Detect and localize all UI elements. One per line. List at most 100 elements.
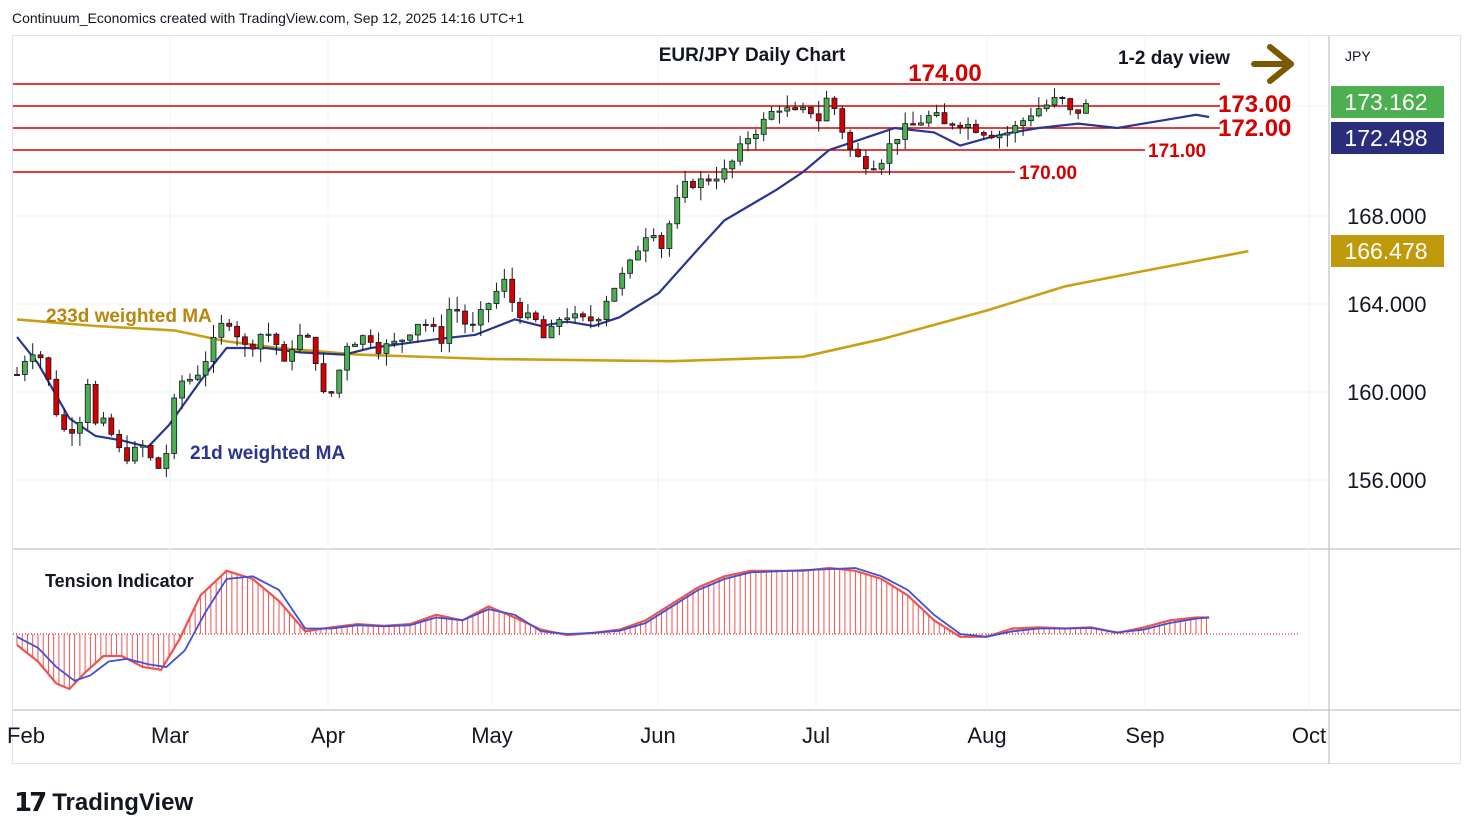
candle-up	[886, 143, 893, 164]
time-axis[interactable]: Feb Mar Apr May Jun Jul Aug Sep Oct	[7, 723, 1326, 748]
candle-down	[304, 334, 311, 338]
candle-up	[194, 374, 201, 380]
candle-down	[532, 312, 539, 321]
candle-down	[462, 310, 468, 325]
candle-down	[14, 373, 20, 376]
candle-down	[705, 178, 712, 182]
candle-up	[501, 278, 508, 292]
grid-lines	[13, 36, 1329, 710]
candle-up	[760, 118, 767, 135]
candle-up	[257, 333, 264, 350]
x-month-label-feb: Feb	[7, 723, 45, 748]
candle-up	[878, 162, 885, 170]
candle-down	[941, 112, 948, 125]
candle-up	[21, 360, 28, 375]
tension-indicator-panel	[13, 566, 1300, 691]
y-tick-label: 164.000	[1347, 292, 1427, 317]
tradingview-logo[interactable]: 17 TradingView	[14, 786, 193, 820]
y-tick-label: 160.000	[1347, 380, 1427, 405]
candle-up	[729, 160, 736, 170]
candle-down	[870, 168, 877, 171]
candle-up	[918, 122, 924, 126]
candle-up	[1035, 108, 1042, 117]
candle-down	[367, 335, 374, 343]
candle-down	[69, 429, 75, 434]
candle-down	[422, 323, 429, 326]
x-month-label-mar: Mar	[151, 723, 189, 748]
candle-up	[752, 133, 759, 140]
candle-up	[383, 343, 390, 354]
ma21-label: 21d weighted MA	[190, 443, 345, 464]
price-tag-box	[1331, 86, 1444, 118]
candle-down	[469, 323, 476, 326]
candle-up	[1020, 120, 1026, 126]
candle-down	[155, 457, 162, 469]
x-month-label-may: May	[471, 723, 513, 748]
candle-up	[564, 317, 571, 320]
x-month-label-apr: Apr	[311, 723, 345, 748]
candle-down	[839, 108, 846, 133]
candle-down	[1059, 97, 1066, 100]
candle-up	[933, 112, 940, 116]
candle-down	[234, 325, 240, 338]
ma233-line	[16, 249, 1249, 363]
right-arrow-icon	[1251, 44, 1294, 84]
candle-up	[737, 143, 744, 162]
candle-up	[84, 384, 91, 423]
candle-up	[265, 333, 272, 336]
candle-up	[902, 123, 909, 140]
candle-up	[100, 417, 107, 424]
y-tick-label: 168.000	[1347, 204, 1427, 229]
candle-up	[776, 110, 783, 113]
candle-down	[949, 123, 956, 126]
level-label-174.00: 174.00	[908, 60, 981, 87]
level-label-173.00: 173.00	[1218, 91, 1291, 118]
candle-down	[37, 354, 44, 359]
candle-up	[768, 110, 775, 120]
candle-down	[580, 313, 586, 318]
candle-up	[446, 309, 453, 344]
candle-up	[359, 335, 366, 345]
candle-up	[163, 453, 170, 469]
candle-up	[721, 168, 728, 180]
candle-up	[352, 343, 358, 347]
tension-indicator-label: Tension Indicator	[45, 571, 194, 591]
view-label: 1-2 day view	[1118, 48, 1230, 69]
candle-down	[855, 148, 861, 157]
candle-up	[171, 397, 178, 454]
candle-up	[485, 303, 492, 311]
x-month-label-oct: Oct	[1292, 723, 1326, 748]
candle-down	[988, 134, 995, 139]
candle-down	[375, 342, 382, 354]
candle-down	[1075, 109, 1081, 114]
candle-down	[92, 384, 99, 424]
candle-up	[965, 123, 971, 128]
candle-up	[674, 197, 681, 225]
candle-up	[179, 380, 185, 399]
candle-up	[603, 300, 610, 320]
candle-down	[957, 124, 964, 128]
candle-down	[831, 97, 838, 110]
candle-up	[894, 138, 901, 145]
y-tick-label: 156.000	[1347, 468, 1427, 493]
ma233-layer	[16, 249, 1249, 363]
candle-up	[627, 259, 633, 274]
level-label-172.00: 172.00	[1218, 115, 1291, 142]
candle-down	[980, 132, 987, 136]
price-axis[interactable]: 156.000 160.000 164.000 168.000	[1347, 204, 1427, 493]
candle-up	[1028, 115, 1034, 122]
candle-up	[218, 322, 225, 338]
candle-up	[1051, 97, 1058, 106]
candle-up	[666, 223, 673, 249]
candle-down	[454, 309, 461, 312]
level-lines	[13, 83, 1220, 173]
x-month-label-aug: Aug	[967, 723, 1006, 748]
candle-down	[45, 357, 52, 380]
level-label-170.00: 170.00	[1019, 163, 1077, 184]
candle-up	[187, 378, 193, 382]
candle-up	[1043, 104, 1050, 110]
candle-down	[53, 378, 60, 416]
price-tag-box	[1331, 235, 1444, 267]
candle-up	[399, 339, 406, 342]
